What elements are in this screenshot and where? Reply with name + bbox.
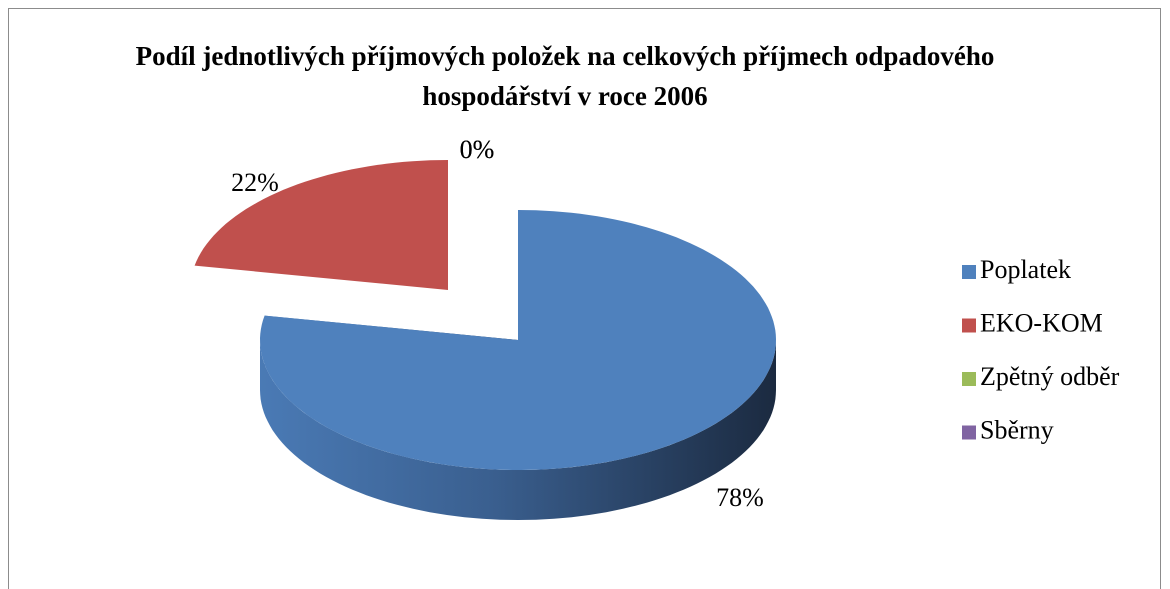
legend-swatch [962, 372, 976, 386]
chart-title: Podíl jednotlivých příjmových položek na… [135, 41, 995, 111]
data-label: 0% [460, 135, 495, 164]
data-label: 78% [716, 483, 764, 512]
data-label: 22% [231, 168, 279, 197]
legend-swatch [962, 425, 976, 440]
slice [194, 160, 448, 290]
legend-label: Poplatek [980, 255, 1071, 284]
legend-label: Zpětný odběr [980, 362, 1120, 391]
data-label: 0% [460, 135, 495, 164]
legend-swatch [962, 318, 976, 333]
legend-label: EKO-KOM [980, 308, 1103, 337]
slice [260, 210, 776, 470]
slice-wall [260, 340, 776, 520]
legend-swatch [962, 265, 976, 279]
legend-label: Sběrny [980, 415, 1054, 444]
chart-frame [8, 8, 1161, 589]
